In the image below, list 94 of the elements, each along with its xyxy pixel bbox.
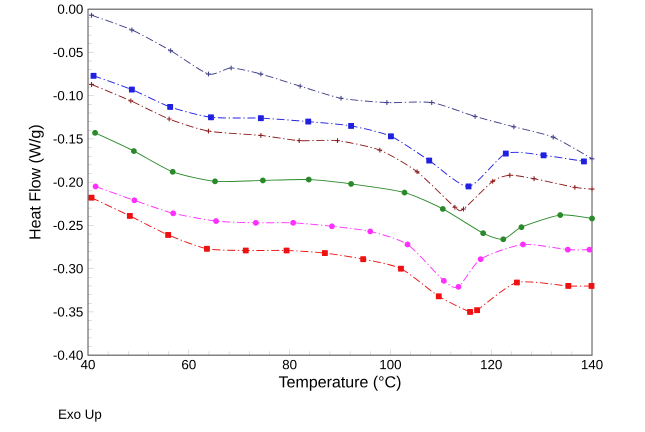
point [531,176,537,182]
point [170,210,176,216]
point [466,183,472,190]
y-tick-label: -0.35 [53,307,83,317]
point [208,114,214,120]
point [360,256,366,262]
point [414,168,420,175]
point [165,232,172,238]
point [252,220,259,226]
point [520,241,526,248]
point [348,122,354,129]
point [167,104,174,110]
y-tick-label: -0.20 [53,177,83,187]
point [296,138,302,144]
point [589,215,595,222]
point [506,172,513,178]
point [306,176,312,182]
y-tick-label: -0.40 [53,350,83,360]
y-tick-label: -0.15 [53,134,83,144]
point [428,100,435,106]
point [212,178,218,184]
point [540,152,547,158]
x-axis-title: Temperature (°C) [278,376,400,391]
point [565,282,572,289]
point [258,115,264,122]
point [502,150,509,156]
point [258,71,264,77]
point [284,247,290,254]
point [589,186,595,192]
y-tick-label: -0.10 [53,90,83,100]
x-tick-label: 140 [582,360,603,370]
point [322,250,328,256]
point [550,134,556,140]
point [334,138,340,144]
x-tick-label: 120 [481,360,502,370]
point [348,180,354,187]
point [589,156,595,162]
point [166,116,172,122]
point [260,177,266,184]
point [500,236,506,242]
point [478,256,484,262]
point [206,128,212,134]
point [213,218,219,224]
point [290,220,296,226]
point [204,246,210,252]
point [92,130,98,136]
point [467,308,473,315]
point [92,183,98,190]
point [440,278,447,284]
point [297,83,304,89]
point [388,133,394,140]
point [404,241,410,248]
x-tick-label: 40 [80,360,95,370]
point [88,12,94,18]
point [126,212,133,219]
text: Exo Up [59,410,102,422]
point [564,246,571,252]
y-tick-label: -0.25 [53,220,83,230]
point [510,124,517,130]
point [88,194,94,201]
point [518,224,524,230]
point [130,148,137,154]
point [588,282,594,289]
x-tick-label: 100 [380,360,402,370]
point [90,72,96,79]
point [436,293,442,300]
point [242,247,249,254]
point [367,228,374,234]
point [557,212,564,218]
point [329,223,335,230]
point [398,266,404,272]
point [490,178,496,184]
point [581,158,587,164]
point [456,284,462,290]
point [131,197,138,204]
point [474,307,480,314]
point [426,158,432,164]
point [168,48,174,54]
y-tick-label: -0.05 [53,48,83,58]
y-axis-title: Heat Flow (W/g) [28,125,44,239]
point [338,95,344,102]
y-tick-label: -0.30 [53,264,83,274]
point [480,230,486,236]
point [440,206,446,212]
point [206,71,212,77]
point [402,190,408,196]
point [305,118,312,124]
point [514,279,520,286]
point [170,168,176,175]
point [128,86,135,92]
point [586,246,592,252]
y-tick-label: 0.00 [58,4,83,14]
x-tick-label: 80 [282,360,297,370]
x-tick-label: 60 [182,360,196,370]
